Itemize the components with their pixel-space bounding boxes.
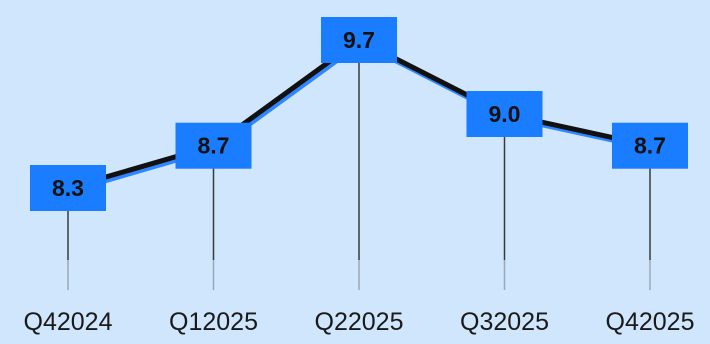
data-labels: 8.3 8.7 9.7 9.0 8.7: [30, 17, 688, 211]
data-label-box-Q12025: [175, 122, 252, 169]
data-label-box-Q42024: [30, 165, 106, 211]
series-line-shadow: [67, 40, 655, 194]
data-label-Q42025: 8.7: [634, 133, 666, 159]
x-axis: Q42024 Q12025 Q22025 Q32025 Q42025: [24, 308, 695, 336]
x-tick-label-Q42025: Q42025: [606, 308, 695, 336]
data-label-Q22025: 9.7: [343, 27, 375, 53]
x-tick-label-Q22025: Q22025: [315, 308, 404, 336]
x-tick-label-Q42024: Q42024: [24, 308, 113, 336]
data-label-box-Q32025: [466, 91, 543, 137]
data-label-Q32025: 9.0: [489, 101, 521, 127]
x-tick-label-Q12025: Q12025: [169, 308, 258, 336]
data-label-Q12025: 8.7: [198, 133, 230, 159]
data-label-box-Q42025: [612, 122, 688, 169]
data-label-Q42024: 8.3: [52, 175, 84, 201]
x-tick-label-Q32025: Q32025: [460, 308, 549, 336]
data-label-box-Q22025: [321, 17, 397, 63]
